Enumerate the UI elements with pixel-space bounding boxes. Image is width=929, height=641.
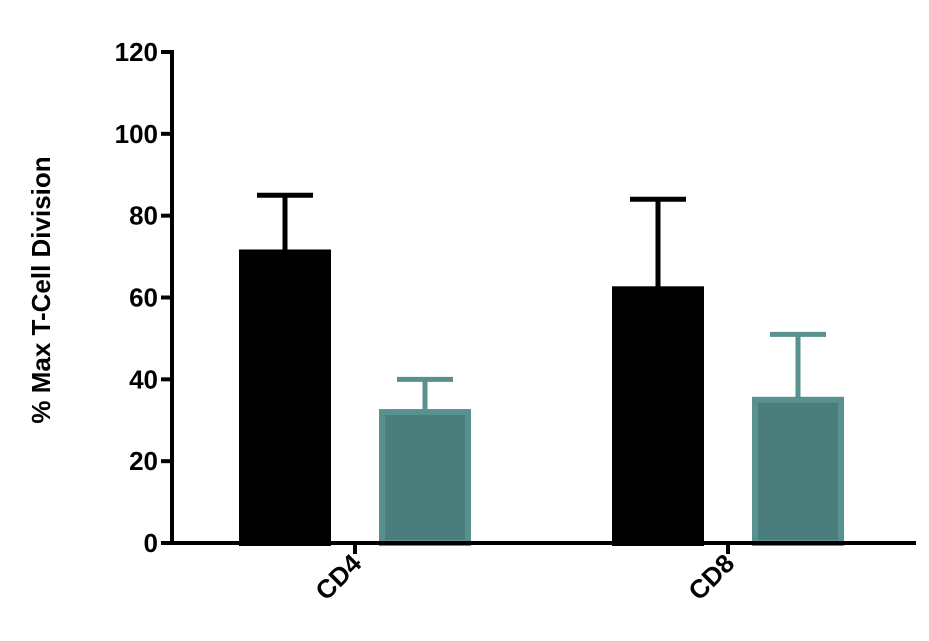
y-tick-label: 0	[144, 528, 158, 558]
x-tick-label-cd4: CD4	[309, 548, 367, 606]
bar-cd8-2	[752, 396, 844, 546]
bars-layer	[239, 192, 844, 547]
bar-cd4-1	[239, 249, 331, 546]
x-tick-label-cd8: CD8	[682, 548, 740, 606]
x-axis: CD4 CD8	[170, 541, 916, 606]
y-tick-label: 40	[129, 364, 158, 394]
y-tick-label: 80	[129, 201, 158, 231]
y-tick-label: 120	[115, 37, 158, 67]
y-tick-label: 100	[115, 119, 158, 149]
bar-cd8-1	[612, 286, 704, 547]
y-axis-title: % Max T-Cell Division	[26, 156, 56, 423]
y-axis: 0 20 40 60 80 100 120	[115, 37, 174, 558]
y-tick-label: 20	[129, 446, 158, 476]
y-tick-label: 60	[129, 283, 158, 313]
bar-cd4-2	[379, 409, 471, 547]
